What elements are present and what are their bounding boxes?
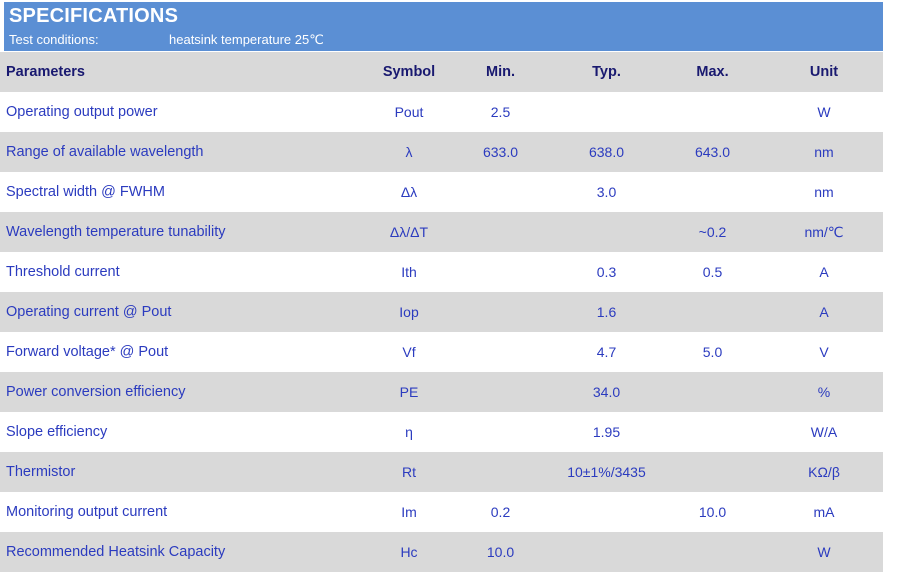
cell-parameter: Thermistor <box>6 464 76 480</box>
cell-min <box>448 412 553 452</box>
column-header-unit: Unit <box>809 64 839 80</box>
cell-max: 643.0 <box>694 144 731 160</box>
cell-max: 0.5 <box>702 264 723 280</box>
cell-min <box>448 212 553 252</box>
cell-unit: A <box>819 304 829 320</box>
cell-max: 5.0 <box>702 344 723 360</box>
table-row: Power conversion efficiency PE 34.0% <box>0 372 883 412</box>
specifications-table: Parameters Symbol Min. Typ. Max. Unit Op… <box>0 52 883 572</box>
cell-min <box>448 332 553 372</box>
cell-typ: 10±1%/3435 <box>567 464 646 480</box>
cell-typ <box>553 92 660 132</box>
cell-unit: W <box>817 544 831 560</box>
table-row: Wavelength temperature tunability Δλ/ΔT ~0… <box>0 212 883 252</box>
cell-min: 633.0 <box>482 144 519 160</box>
cell-parameter: Spectral width @ FWHM <box>6 184 165 200</box>
table-row: Slope efficiency η 1.95 W/A <box>0 412 883 452</box>
cell-parameter: Recommended Heatsink Capacity <box>6 544 226 560</box>
cell-max: 10.0 <box>698 504 727 520</box>
cell-parameter: Operating output power <box>6 104 158 120</box>
cell-parameter: Power conversion efficiency <box>6 384 186 400</box>
cell-typ: 1.95 <box>592 424 621 440</box>
cell-max: ~0.2 <box>698 224 727 240</box>
table-row: Forward voltage* @ Pout Vf 4.7 5.0 V <box>0 332 883 372</box>
cell-parameter: Monitoring output current <box>6 504 168 520</box>
cell-unit: V <box>819 344 829 360</box>
cell-symbol: Im <box>401 504 417 520</box>
cell-typ: 4.7 <box>596 344 617 360</box>
cell-min: 10.0 <box>486 544 515 560</box>
cell-typ: 34.0 <box>592 384 621 400</box>
cell-symbol: Ith <box>401 264 417 280</box>
title-block: SPECIFICATIONS Test conditions: heatsink… <box>4 2 883 51</box>
test-conditions-value: heatsink temperature 25℃ <box>169 32 324 47</box>
cell-min <box>448 452 553 492</box>
cell-max <box>660 172 765 212</box>
cell-typ: 638.0 <box>588 144 625 160</box>
cell-symbol: Δλ <box>400 184 418 200</box>
cell-typ: 3.0 <box>596 184 617 200</box>
cell-unit: A <box>819 264 829 280</box>
cell-parameter: Forward voltage* @ Pout <box>6 344 169 360</box>
cell-symbol: PE <box>399 384 419 400</box>
cell-unit: nm/℃ <box>804 223 844 240</box>
cell-typ: 0.3 <box>596 264 617 280</box>
cell-min <box>448 252 553 292</box>
table-row: Threshold current Ith 0.3 0.5 A <box>0 252 883 292</box>
cell-unit: mA <box>813 504 835 520</box>
cell-min <box>448 372 553 412</box>
cell-min: 0.2 <box>490 504 511 520</box>
cell-parameter: Threshold current <box>6 264 120 280</box>
cell-symbol: Rt <box>402 464 416 480</box>
test-conditions-label: Test conditions: <box>9 32 99 47</box>
cell-typ <box>553 212 660 252</box>
cell-parameter: Slope efficiency <box>6 424 108 440</box>
test-conditions-row: Test conditions: heatsink temperature 25… <box>9 30 879 50</box>
column-header-max: Max. <box>696 64 729 80</box>
cell-min <box>448 292 553 332</box>
cell-symbol: Iop <box>399 304 419 320</box>
cell-unit: % <box>817 384 831 400</box>
column-header-symbol: Symbol <box>382 64 436 80</box>
cell-symbol: Pout <box>394 104 424 120</box>
table-body: Operating output power Pout 2.5 W Range of a… <box>0 92 883 572</box>
cell-typ <box>553 532 660 572</box>
table-row: Range of available wavelength λ 633.0 638.0… <box>0 132 883 172</box>
table-header-row: Parameters Symbol Min. Typ. Max. Unit <box>0 52 883 92</box>
cell-unit: KΩ/β <box>808 464 840 480</box>
table-row: Operating output power Pout 2.5 W <box>0 92 883 132</box>
cell-max <box>660 372 765 412</box>
cell-unit: W/A <box>810 424 838 440</box>
column-header-min: Min. <box>486 64 515 80</box>
column-header-typ: Typ. <box>592 64 621 80</box>
cell-max <box>660 452 765 492</box>
cell-typ <box>553 492 660 532</box>
table-row: Recommended Heatsink Capacity Hc 10.0 W <box>0 532 883 572</box>
cell-unit: nm <box>814 184 834 200</box>
cell-max <box>660 412 765 452</box>
cell-unit: W <box>817 104 831 120</box>
cell-min: 2.5 <box>490 104 511 120</box>
cell-min <box>448 172 553 212</box>
table-row: Operating current @ Pout Iop 1.6 A <box>0 292 883 332</box>
cell-typ: 1.6 <box>596 304 617 320</box>
table-row: Spectral width @ FWHM Δλ 3.0 nm <box>0 172 883 212</box>
cell-symbol: Vf <box>402 344 416 360</box>
table-row: Thermistor Rt 10±1%/3435 KΩ/β <box>0 452 883 492</box>
cell-symbol: λ <box>405 144 413 160</box>
cell-parameter: Operating current @ Pout <box>6 304 172 320</box>
cell-parameter: Range of available wavelength <box>6 144 204 160</box>
cell-max <box>660 292 765 332</box>
cell-max <box>660 92 765 132</box>
column-header-parameters: Parameters <box>6 64 85 80</box>
cell-max <box>660 532 765 572</box>
cell-symbol: η <box>405 424 413 440</box>
table-row: Monitoring output current Im 0.2 10.0 mA <box>0 492 883 532</box>
cell-unit: nm <box>814 144 834 160</box>
cell-parameter: Wavelength temperature tunability <box>6 224 226 240</box>
page-title: SPECIFICATIONS <box>9 5 179 27</box>
cell-symbol: Hc <box>400 544 418 560</box>
cell-symbol: Δλ/ΔT <box>389 224 429 240</box>
